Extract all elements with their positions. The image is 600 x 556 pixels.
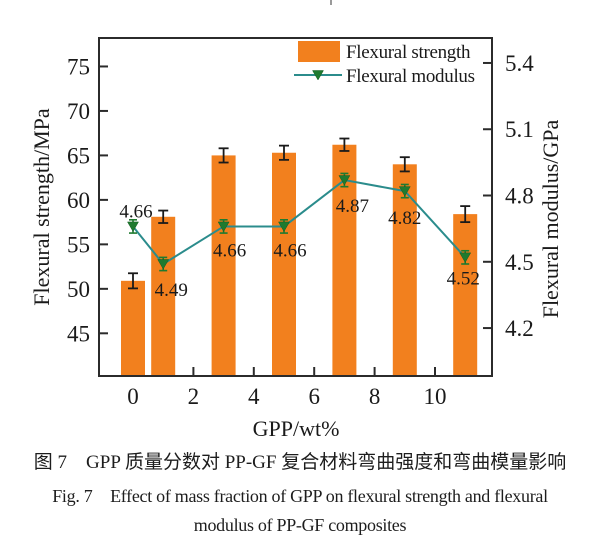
right-axis-tick-label: 4.2 (505, 316, 534, 341)
right-axis-tick-label: 5.1 (505, 117, 534, 142)
legend-label-strength: Flexural strength (346, 42, 471, 63)
bar (151, 216, 176, 376)
modulus-value-label: 4.52 (447, 268, 480, 289)
left-axis-tick-label: 70 (67, 99, 90, 124)
modulus-value-label: 4.66 (213, 240, 246, 261)
x-axis-tick-label: 10 (424, 384, 447, 409)
modulus-points (127, 172, 472, 272)
x-axis-tick-label: 0 (127, 384, 139, 409)
caption-chinese: 图 7 GPP 质量分数对 PP-GF 复合材料弯曲强度和弯曲模量影响 (33, 452, 567, 473)
modulus-marker (459, 252, 472, 263)
left-axis-tick-label: 65 (67, 143, 90, 168)
modulus-value-label: 4.66 (119, 201, 152, 222)
legend-bar-swatch (298, 41, 340, 62)
left-axis-title: Flexural strength/MPa (29, 108, 54, 306)
left-axis-tick-label: 60 (67, 188, 90, 213)
legend-label-modulus: Flexural modulus (346, 66, 475, 87)
page-edge-artifact (330, 0, 332, 5)
dual-axis-bar-line-chart: 45 50 55 60 65 70 75 4.2 4.5 4.8 5.1 5.4 0 2 4 6 8 10 4.66… (29, 37, 563, 440)
left-axis-tick-label: 50 (67, 277, 90, 302)
modulus-marker (338, 175, 351, 186)
caption-english-line2: modulus of PP-GF composites (193, 515, 407, 535)
right-axis-tick-label: 4.5 (505, 250, 534, 275)
x-axis-tick-label: 8 (369, 384, 381, 409)
right-axis-tick-label: 4.8 (505, 184, 534, 209)
legend-triangle-marker-icon (312, 70, 324, 81)
x-axis-title: GPP/wt% (253, 416, 340, 440)
bar (211, 155, 236, 376)
left-axis-tick-label: 75 (67, 54, 90, 79)
x-axis-tick-label: 6 (308, 384, 320, 409)
left-axis-tick-label: 55 (67, 232, 90, 257)
strength-error-bars (128, 137, 471, 290)
caption-english-line1: Fig. 7 Effect of mass fraction of GPP on… (52, 486, 548, 506)
modulus-value-label: 4.66 (273, 240, 306, 261)
bar (272, 152, 296, 376)
modulus-marker (217, 221, 230, 232)
x-axis-tick-label: 2 (188, 384, 200, 409)
plot-frame (98, 37, 493, 377)
legend (294, 41, 342, 81)
left-axis-tick-label: 45 (67, 321, 90, 346)
bar (121, 280, 145, 376)
modulus-marker (127, 221, 139, 232)
right-axis-tick-label: 5.4 (505, 51, 534, 76)
right-axis-title: Flexural modulus/GPa (538, 119, 563, 318)
x-axis-tick-label: 4 (248, 384, 260, 409)
modulus-marker (157, 259, 170, 270)
modulus-marker (398, 186, 411, 197)
modulus-marker (278, 221, 290, 232)
modulus-value-label: 4.49 (155, 280, 188, 301)
modulus-value-label: 4.82 (388, 208, 421, 229)
modulus-value-label: 4.87 (336, 196, 369, 217)
bar (453, 214, 478, 376)
strength-bars (121, 144, 478, 376)
